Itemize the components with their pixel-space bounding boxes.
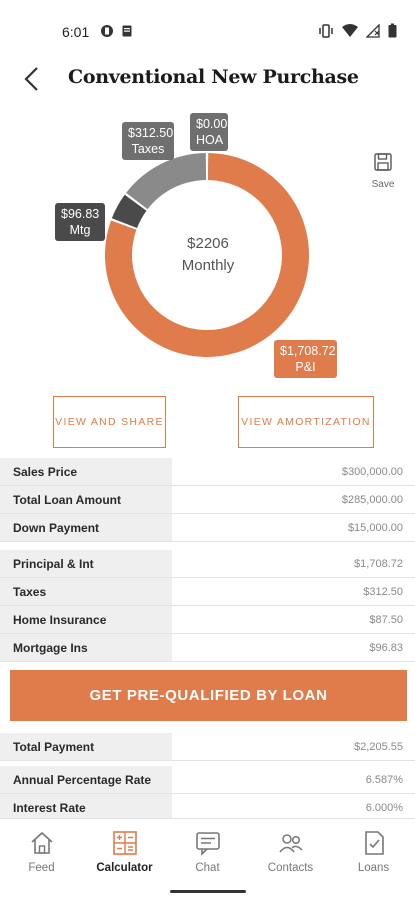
calculator-icon	[112, 831, 137, 855]
donut-slice-mtg-ins	[111, 194, 147, 228]
chat-icon	[195, 832, 220, 856]
taxes-callout-label: Taxes	[131, 142, 165, 156]
donut-chart	[105, 153, 309, 358]
row-label: Principal & Int	[0, 550, 172, 577]
row-value: $300,000.00	[341, 465, 403, 478]
row-label: Down Payment	[0, 514, 172, 541]
view-amortization-button[interactable]: VIEW AMORTIZATION	[238, 396, 374, 448]
table-row: Annual Percentage Rate 6.587%	[0, 766, 415, 794]
save-label: Save	[371, 179, 395, 190]
mtg-ins-callout-label: Mtg Ins	[69, 223, 91, 253]
nav-label: Calculator	[96, 862, 153, 874]
row-value: $87.50	[369, 613, 403, 626]
vibrate-icon	[319, 23, 333, 38]
table-row: Taxes $312.50	[0, 578, 415, 606]
row-label: Total Loan Amount	[0, 486, 172, 513]
row-label: Home Insurance	[0, 606, 172, 633]
nav-item-feed[interactable]: Feed	[0, 819, 83, 901]
taxes-callout-amount: $312.50	[128, 126, 174, 140]
row-value: $2,205.55	[354, 740, 403, 753]
loans-icon	[364, 831, 384, 855]
table-row: Home Insurance $87.50	[0, 606, 415, 634]
nav-item-calculator[interactable]: Calculator	[83, 819, 166, 901]
loan-summary-table: Sales Price $300,000.00 Total Loan Amount…	[0, 458, 415, 542]
pi-callout-label: P&I	[295, 360, 316, 374]
donut-slice-taxes	[126, 153, 207, 210]
table-row: Total Loan Amount $285,000.00	[0, 486, 415, 514]
row-label: Total Payment	[0, 733, 172, 760]
payment-breakdown-chart: $2206 Monthly	[0, 100, 415, 390]
home-icon	[30, 831, 53, 854]
table-row: Interest Rate 6.000%	[0, 794, 415, 822]
table-row: Principal & Int $1,708.72	[0, 550, 415, 578]
nav-label: Chat	[195, 862, 220, 874]
home-indicator	[170, 890, 246, 893]
chart-center-amount: $2206	[187, 235, 229, 252]
nav-label: Loans	[357, 862, 390, 874]
rates-table: Annual Percentage Rate 6.587% Interest Ra…	[0, 766, 415, 822]
row-label: Annual Percentage Rate	[0, 766, 172, 793]
row-value: $15,000.00	[347, 521, 403, 534]
row-value: 6.587%	[365, 773, 403, 786]
row-value: $312.50	[363, 585, 403, 598]
mtg-ins-callout: $96.83 Mtg Ins	[55, 203, 105, 253]
view-and-share-button[interactable]: VIEW AND SHARE	[53, 396, 166, 448]
table-row: Mortgage Ins $96.83	[0, 634, 415, 662]
row-value: $96.83	[369, 641, 403, 654]
nav-item-loans[interactable]: Loans	[332, 819, 415, 901]
table-row: Total Payment $2,205.55	[0, 733, 415, 761]
save-button[interactable]: Save	[366, 152, 400, 192]
row-value: 6.000%	[365, 801, 403, 814]
taxes-callout: $312.50 Taxes	[122, 122, 174, 160]
row-label: Taxes	[0, 578, 172, 605]
contacts-icon	[278, 834, 303, 853]
hoa-callout-label: HOA	[196, 133, 224, 147]
row-label: Interest Rate	[0, 794, 172, 821]
app-bar: Conventional New Purchase	[0, 58, 415, 100]
row-label: Mortgage Ins	[0, 634, 172, 661]
battery-icon	[388, 23, 397, 38]
wifi-icon	[342, 23, 358, 37]
mtg-ins-callout-amount: $96.83	[61, 207, 100, 221]
pi-callout: $1,708.72 P&I	[274, 340, 337, 378]
row-value: $1,708.72	[354, 557, 403, 570]
table-row: Down Payment $15,000.00	[0, 514, 415, 542]
back-arrow-icon[interactable]	[18, 64, 48, 94]
nav-label: Contacts	[267, 862, 314, 874]
nav-label: Feed	[28, 862, 55, 874]
chart-center-label: Monthly	[181, 257, 235, 274]
get-pre-qualified-button[interactable]: GET PRE-QUALIFIED BY LOAN	[10, 670, 407, 721]
payment-details-table: Principal & Int $1,708.72 Taxes $312.50 Ho…	[0, 550, 415, 662]
hoa-callout: $0.00 HOA	[190, 113, 228, 151]
nav-item-chat[interactable]: Chat	[166, 819, 249, 901]
hoa-callout-amount: $0.00	[196, 117, 228, 131]
notification-icon	[101, 25, 113, 37]
row-value: $285,000.00	[341, 493, 403, 506]
total-payment-table: Total Payment $2,205.55	[0, 733, 415, 761]
status-time: 6:01	[62, 24, 90, 40]
signal-icon	[366, 23, 380, 38]
save-icon	[374, 153, 392, 171]
bottom-nav: Feed Calculator Chat Contacts Loans	[0, 818, 415, 901]
page-title: Conventional New Purchase	[68, 66, 359, 88]
pi-callout-amount: $1,708.72	[280, 344, 336, 358]
row-label: Sales Price	[0, 458, 172, 485]
table-row: Sales Price $300,000.00	[0, 458, 415, 486]
clipboard-icon	[122, 25, 132, 37]
nav-item-contacts[interactable]: Contacts	[249, 819, 332, 901]
status-bar: 6:01	[0, 0, 415, 64]
